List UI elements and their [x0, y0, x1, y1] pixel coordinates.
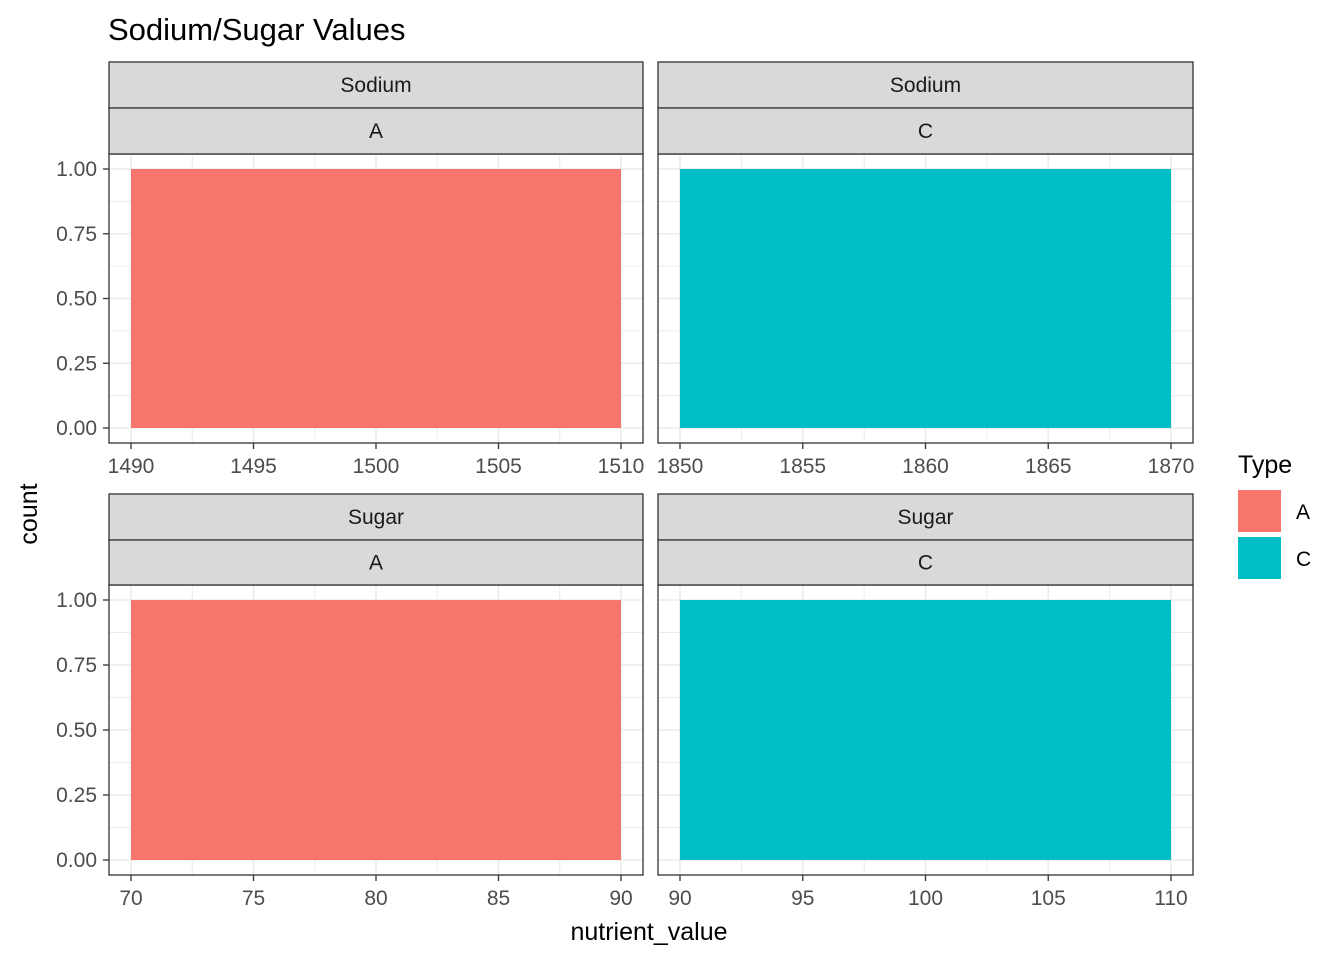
x-tick-label: 1850	[657, 455, 704, 478]
x-tick-label: 105	[1031, 887, 1066, 910]
y-tick-label: 0.50	[56, 719, 97, 742]
legend-label-c: C	[1296, 548, 1311, 571]
x-tick-label: 90	[609, 887, 632, 910]
strip-bottom-label: A	[369, 552, 383, 575]
facet-panel-sugar-c: Sugar C 90 95 100 105 110	[657, 493, 1194, 910]
strip-top	[108, 493, 644, 541]
x-tick-label: 110	[1154, 887, 1187, 910]
y-tick-label: 1.00	[56, 589, 97, 612]
strip-top	[657, 493, 1194, 541]
strip-bottom	[657, 107, 1194, 155]
strip-bottom-label: C	[918, 120, 933, 143]
strip-top-label: Sugar	[897, 506, 953, 529]
strip-top-label: Sugar	[348, 506, 404, 529]
y-axis-title: count	[15, 483, 43, 544]
legend-keys: AC	[1238, 490, 1311, 579]
x-tick-label: 1860	[902, 455, 949, 478]
strip-bottom-label: C	[918, 552, 933, 575]
legend-label-a: A	[1296, 501, 1310, 524]
x-tick-label: 95	[791, 887, 814, 910]
x-tick-label: 1865	[1025, 455, 1072, 478]
x-tick-label: 100	[908, 887, 943, 910]
facet-panel-sodium-c: Sodium C 1850 1855 1860 1865 1870	[657, 61, 1195, 478]
facet-panel-sodium-a: Sodium A 1490 1495 1500 1505 1510 0.00 0.25 0.50 0…	[56, 61, 645, 478]
x-axis-title: nutrient_value	[570, 918, 727, 946]
x-tick-label: 70	[119, 887, 142, 910]
x-tick-label: 1500	[353, 455, 400, 478]
legend-title: Type	[1238, 451, 1292, 479]
strip-top-label: Sodium	[340, 74, 411, 97]
strip-bottom	[108, 539, 644, 586]
y-tick-label: 0.25	[56, 784, 97, 807]
x-tick-label: 1490	[108, 455, 155, 478]
strip-top	[108, 61, 644, 109]
strip-bottom	[108, 107, 644, 155]
x-tick-label: 75	[242, 887, 265, 910]
legend: Type AC	[1238, 451, 1311, 579]
strip-top	[657, 61, 1194, 109]
y-tick-label: 0.75	[56, 654, 97, 677]
legend-key-c	[1238, 537, 1281, 579]
histogram-bar	[680, 169, 1171, 428]
facet-panel-sugar-a: Sugar A 70 75 80 85 90 0.00 0.25 0.50 0.75 1.00	[56, 493, 644, 910]
y-tick-label: 0.00	[56, 417, 97, 440]
legend-key-a	[1238, 490, 1281, 532]
x-tick-label: 85	[487, 887, 510, 910]
chart-title: Sodium/Sugar Values	[108, 12, 406, 47]
x-tick-label: 1510	[598, 455, 645, 478]
facet-panels: Sodium A 1490 1495 1500 1505 1510 0.00 0.25 0.50 0…	[56, 61, 1195, 910]
y-tick-label: 0.00	[56, 849, 97, 872]
y-tick-label: 1.00	[56, 158, 97, 181]
y-tick-label: 0.75	[56, 223, 97, 246]
histogram-bar	[131, 169, 621, 428]
x-tick-label: 1870	[1148, 455, 1195, 478]
x-tick-label: 1855	[779, 455, 826, 478]
histogram-bar	[131, 600, 621, 860]
y-tick-label: 0.25	[56, 352, 97, 375]
strip-bottom-label: A	[369, 120, 383, 143]
x-tick-label: 1495	[230, 455, 277, 478]
strip-top-label: Sodium	[890, 74, 961, 97]
x-tick-label: 1505	[475, 455, 522, 478]
y-tick-label: 0.50	[56, 288, 97, 311]
histogram-bar	[680, 600, 1171, 860]
x-tick-label: 90	[668, 887, 691, 910]
x-tick-label: 80	[364, 887, 387, 910]
strip-bottom	[657, 539, 1194, 586]
